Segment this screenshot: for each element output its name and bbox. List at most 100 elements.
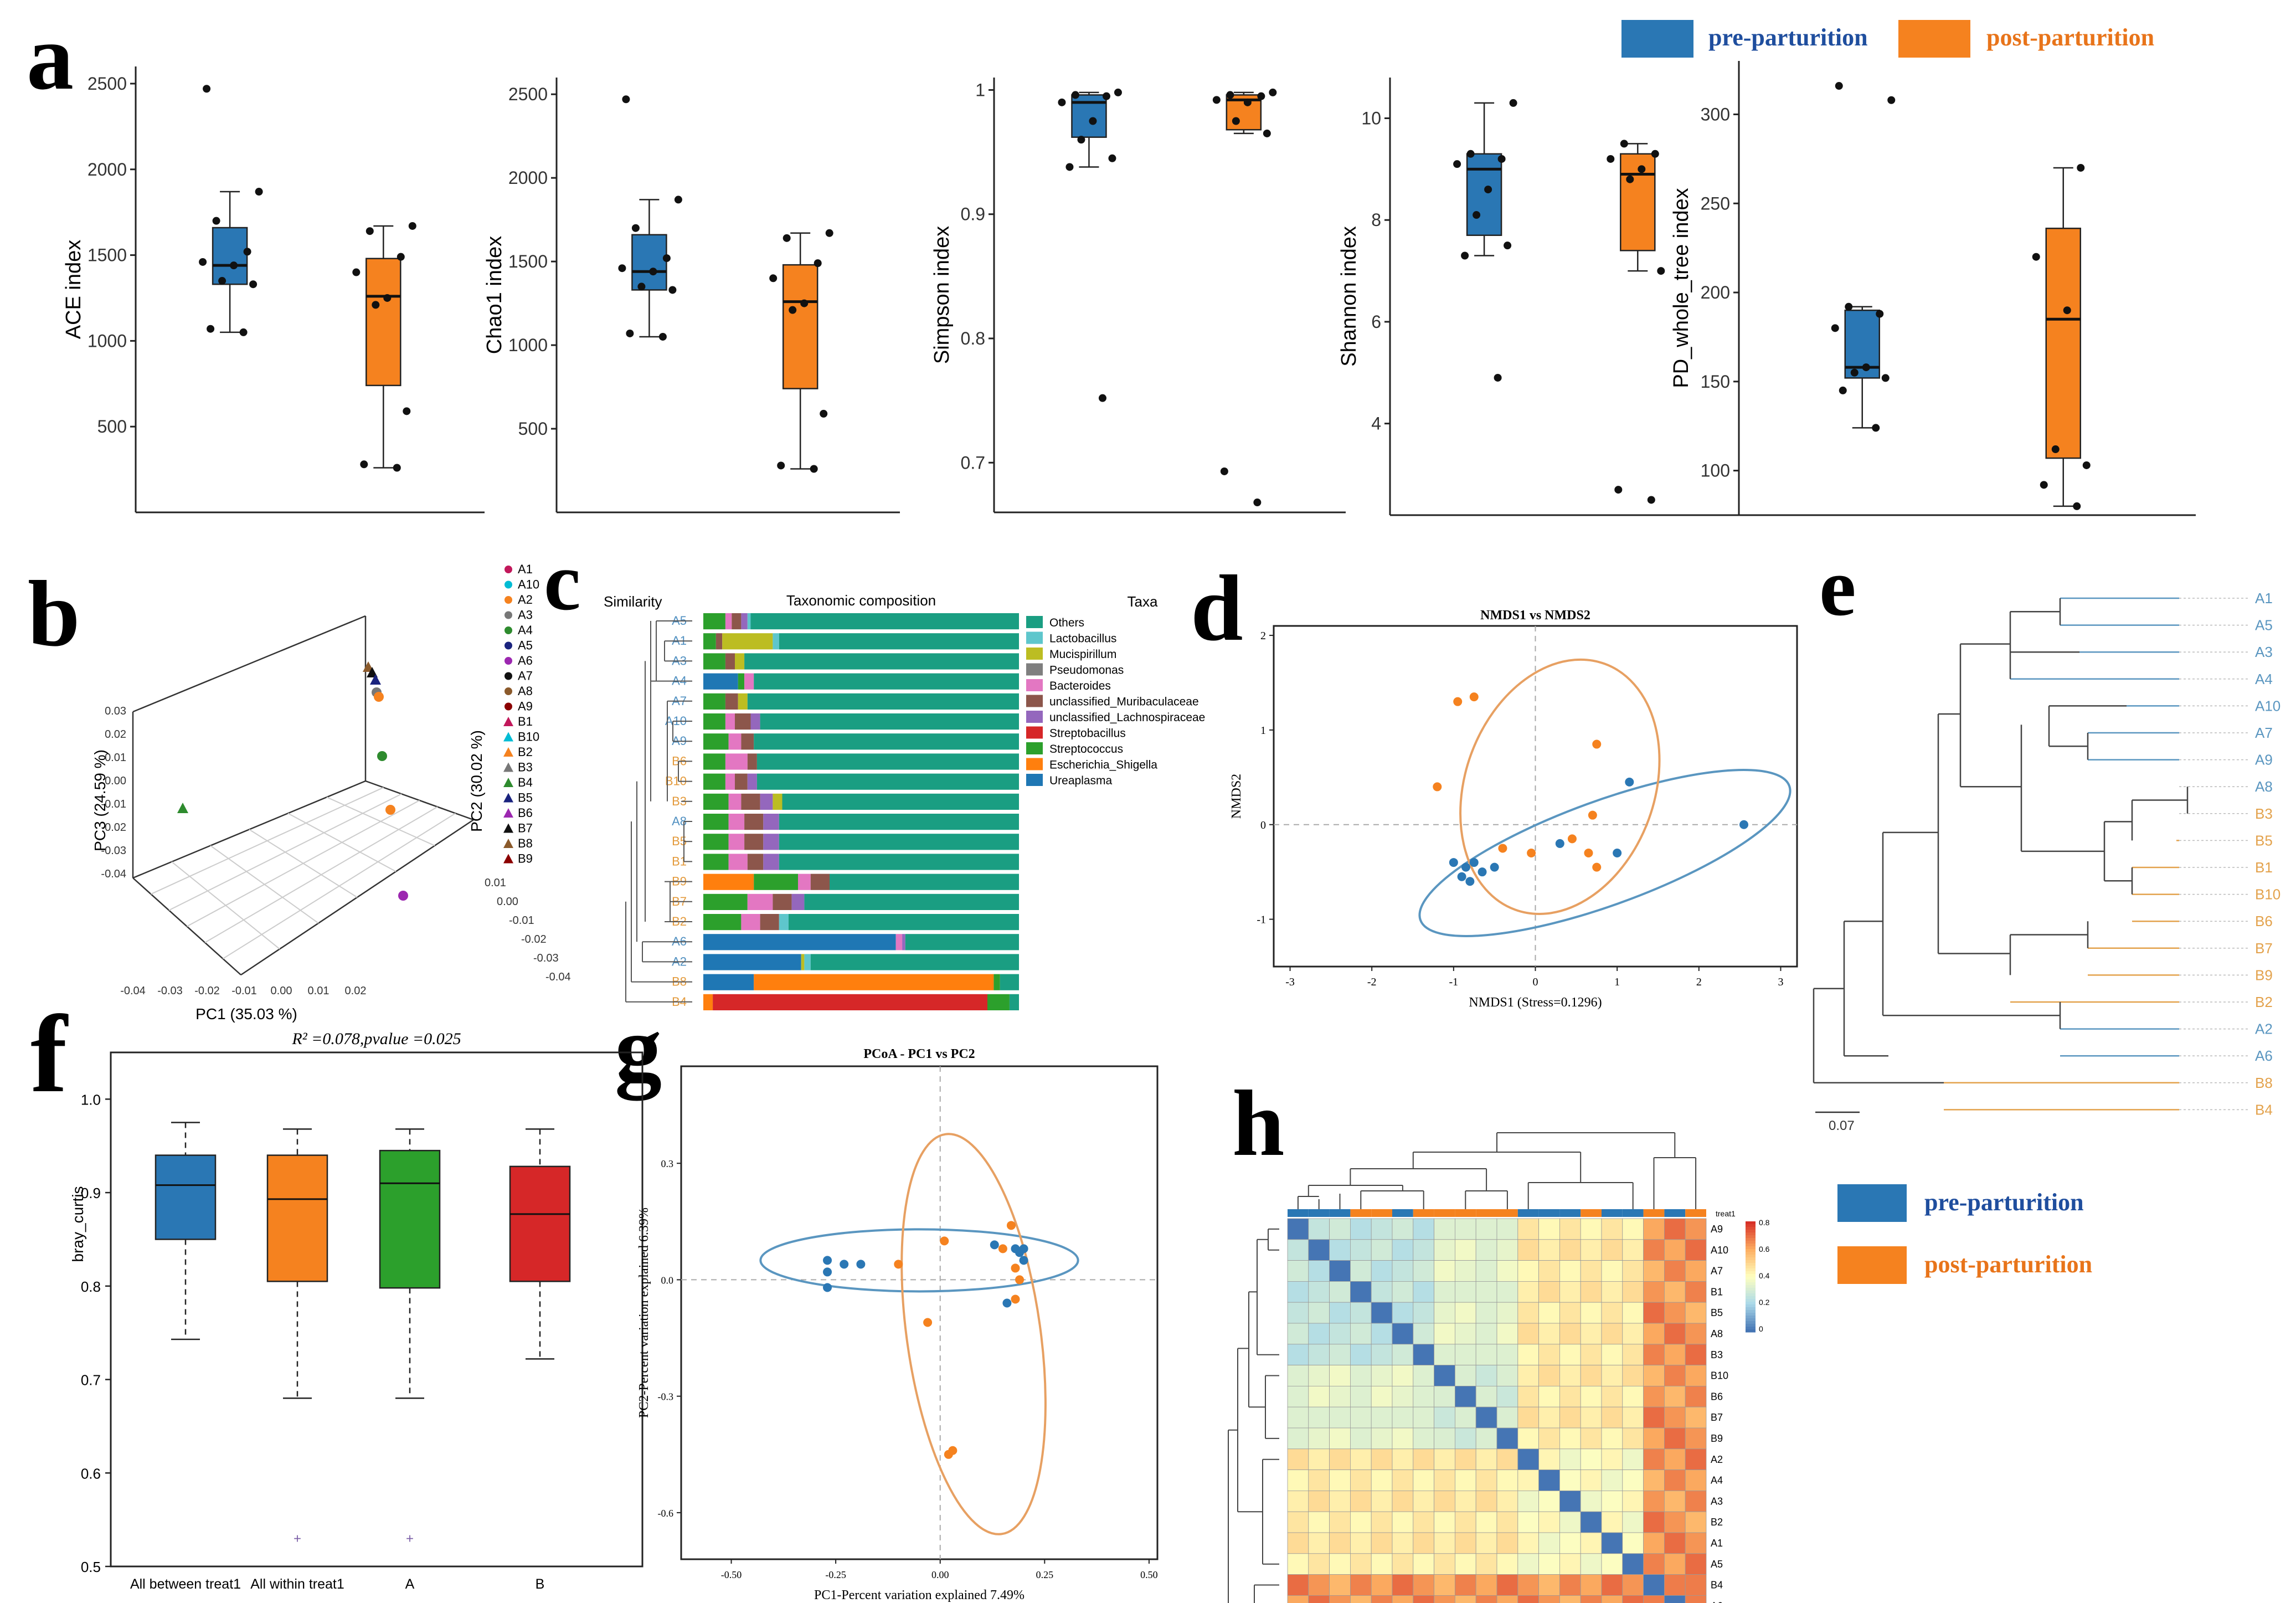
bar-segment: [735, 773, 748, 790]
taxa-swatch: [1026, 648, 1043, 660]
y-tick-label: 200: [1701, 282, 1730, 302]
boxplot-simpson: 0.7 0.8 0.9 1 Simpson index: [930, 78, 1346, 513]
sample-point: [1433, 782, 1442, 792]
heatmap-cell: [1517, 1218, 1540, 1240]
taxa-label: unclassified_Lachnospiraceae: [1049, 711, 1205, 724]
heatmap-cell: [1496, 1218, 1518, 1240]
pc1-tick-label: -0.03: [157, 985, 183, 997]
heatmap-cell: [1559, 1595, 1581, 1603]
heatmap-cell: [1392, 1553, 1414, 1575]
heatmap-cell: [1496, 1448, 1518, 1471]
heatmap-cell: [1685, 1448, 1707, 1471]
taxa-label: Bacteroides: [1049, 680, 1111, 692]
heatmap-cell: [1538, 1302, 1560, 1324]
heatmap-cell: [1622, 1574, 1644, 1596]
sample-point: [377, 751, 387, 761]
legend-label: B1: [518, 715, 533, 728]
heatmap-cell: [1287, 1511, 1309, 1533]
bar-segment: [741, 793, 760, 810]
heatmap-cell: [1622, 1218, 1644, 1240]
heatmap-cell: [1392, 1218, 1414, 1240]
heatmap-cell: [1287, 1470, 1309, 1491]
color-scale-step: [1746, 1227, 1756, 1230]
bar-segment: [725, 753, 748, 770]
scale-bar-label: 0.07: [1829, 1118, 1855, 1133]
sample-point: [823, 1267, 832, 1277]
taxa-label: Streptobacillus: [1049, 727, 1126, 740]
heatmap-cell: [1685, 1574, 1707, 1596]
panel-letter-f: f: [30, 993, 69, 1116]
bar-segment: [703, 854, 729, 870]
heatmap-cell: [1496, 1574, 1518, 1596]
heatmap-cell: [1496, 1532, 1518, 1554]
pc1-tick-label: 0.01: [308, 985, 330, 997]
heatmap-cell: [1371, 1365, 1393, 1386]
data-point: [1466, 150, 1475, 158]
color-scale-step: [1746, 1316, 1756, 1319]
legend-label: B8: [518, 836, 533, 850]
color-scale-step: [1746, 1241, 1756, 1244]
row-label: B5: [1711, 1307, 1723, 1318]
pc3-tick-label: 0.02: [105, 728, 126, 741]
heatmap-cell: [1475, 1323, 1497, 1345]
y-tick-label: 1500: [87, 245, 127, 265]
bar-segment: [728, 733, 742, 750]
sample-point: [1469, 858, 1479, 867]
heatmap-cell: [1392, 1448, 1414, 1471]
heatmap-cell: [1643, 1218, 1665, 1240]
heatmap-cell: [1580, 1344, 1602, 1366]
heatmap-cell: [1622, 1239, 1644, 1261]
heatmap-cell: [1308, 1490, 1330, 1512]
data-point: [397, 253, 405, 261]
legend-label: B3: [518, 761, 533, 774]
y-tick-label: 8: [1371, 210, 1381, 230]
taxa-label: Mucispirillum: [1049, 648, 1116, 661]
leaf-label: A10: [2255, 697, 2280, 714]
bar-segment: [735, 653, 745, 670]
taxa-label: Pseudomonas: [1049, 664, 1124, 677]
heatmap-cell: [1559, 1490, 1581, 1512]
heatmap-cell: [1475, 1260, 1497, 1282]
bar-segment: [902, 934, 905, 951]
leaf-label: A6: [2255, 1047, 2273, 1064]
heatmap-cell: [1308, 1427, 1330, 1450]
taxa-label: Others: [1049, 616, 1084, 629]
heatmap-cell: [1496, 1511, 1518, 1533]
heatmap-cell: [1580, 1365, 1602, 1386]
legend-label: B2: [518, 745, 533, 759]
legend-marker: [504, 580, 512, 589]
legend-marker: [503, 747, 513, 757]
y-tick-label: 0.6: [81, 1465, 101, 1482]
heatmap-cell: [1371, 1281, 1393, 1303]
data-point: [1872, 424, 1880, 432]
data-point: [825, 229, 833, 237]
row-label: A6: [1711, 1600, 1723, 1603]
bar-segment: [744, 673, 754, 690]
heatmap-cell: [1329, 1218, 1351, 1240]
bar-segment: [744, 814, 764, 830]
legend-title: treat1: [1716, 1209, 1736, 1218]
legend-post-swatch: [1898, 20, 1970, 58]
group-strip-cell: [1350, 1209, 1372, 1217]
x-tick-label: -0.25: [825, 1569, 846, 1580]
data-point: [1257, 92, 1265, 100]
heatmap-cell: [1454, 1385, 1476, 1407]
leaf-label: B2: [2255, 994, 2273, 1010]
plot-title: PCoA - PC1 vs PC2: [863, 1047, 975, 1061]
group-strip-cell: [1517, 1209, 1539, 1217]
bar-segment: [725, 713, 735, 730]
heatmap-cell: [1350, 1260, 1372, 1282]
heatmap-cell: [1434, 1239, 1455, 1261]
sample-point: [1555, 839, 1564, 848]
leaf-label: A2: [2255, 1021, 2273, 1037]
heatmap-cell: [1601, 1239, 1623, 1261]
heatmap-cell: [1454, 1218, 1476, 1240]
heatmap-cell: [1580, 1281, 1602, 1303]
data-point: [230, 261, 238, 270]
data-point: [1263, 129, 1271, 137]
bar-segment: [735, 713, 751, 730]
heatmap-cell: [1350, 1595, 1372, 1603]
bar-segment: [1000, 974, 1019, 990]
color-scale-step: [1746, 1238, 1756, 1241]
leaf-label: B9: [2255, 967, 2273, 983]
